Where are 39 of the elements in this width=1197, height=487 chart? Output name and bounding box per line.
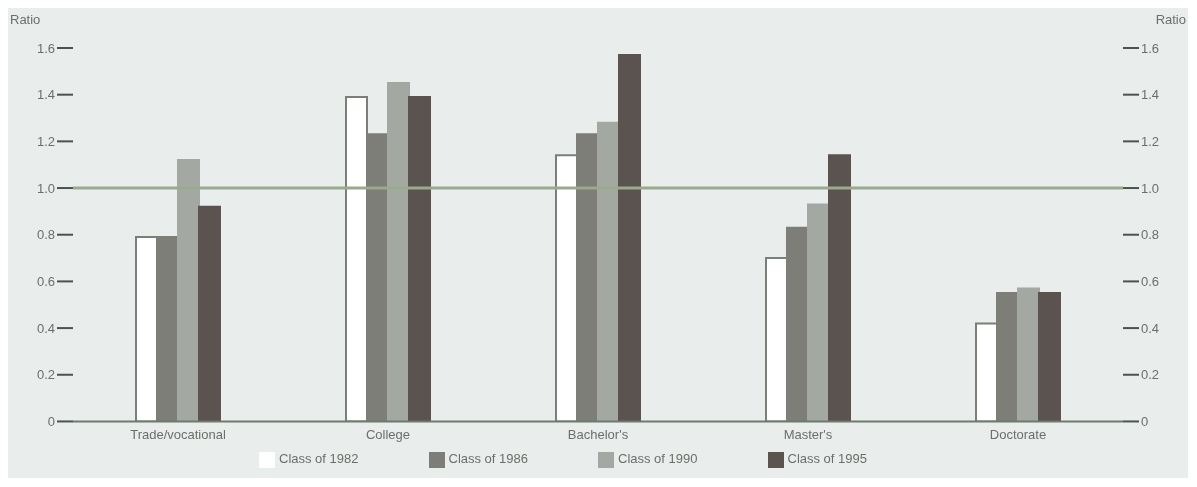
x-tick-label: Trade/vocational: [130, 426, 226, 442]
legend-label: Class of 1982: [279, 451, 359, 467]
x-tick-label: Doctorate: [989, 426, 1047, 442]
bar: [1017, 287, 1040, 422]
y2-tick-label: 1.0: [1141, 180, 1160, 196]
y2-tick-label: 0.6: [1141, 274, 1160, 290]
x-tick-label: Master's: [783, 426, 833, 442]
bar: [198, 205, 221, 422]
legend-label: Class of 1990: [618, 451, 698, 467]
bar: [597, 121, 620, 422]
y2-tick-label: 1.4: [1141, 87, 1160, 103]
y-tick-label: 1.2: [36, 133, 55, 149]
bar: [618, 54, 641, 422]
y2-tick-label: 0.8: [1141, 227, 1160, 243]
y-axis-title: Ratio: [10, 12, 41, 27]
bar: [807, 203, 830, 422]
y-tick-label: 0.6: [36, 274, 55, 290]
y2-axis-title: Ratio: [1155, 12, 1186, 27]
y2-tick-label: 0.4: [1141, 320, 1160, 336]
y2-tick-label: 0.2: [1141, 367, 1160, 383]
y-tick-label: 1.0: [36, 180, 55, 196]
x-tick-label: Bachelor's: [567, 426, 629, 442]
bar: [408, 96, 431, 422]
x-tick-label: College: [365, 426, 411, 442]
bar: [1038, 292, 1061, 422]
y-tick-label: 0.4: [36, 320, 55, 336]
y-tick-label: 1.4: [36, 87, 55, 103]
y-tick-label: 0.2: [36, 367, 55, 383]
legend-label: Class of 1986: [448, 451, 528, 467]
bar: [177, 159, 200, 422]
y2-tick-label: 0: [1141, 414, 1149, 430]
y-tick-label: 0: [47, 414, 55, 430]
y2-tick-label: 1.2: [1141, 133, 1160, 149]
y-tick-label: 1.6: [36, 40, 55, 56]
legend-label: Class of 1995: [787, 451, 867, 467]
bar: [828, 154, 851, 422]
y2-tick-label: 1.6: [1141, 40, 1160, 56]
bar: [387, 82, 410, 422]
y-tick-label: 0.8: [36, 227, 55, 243]
